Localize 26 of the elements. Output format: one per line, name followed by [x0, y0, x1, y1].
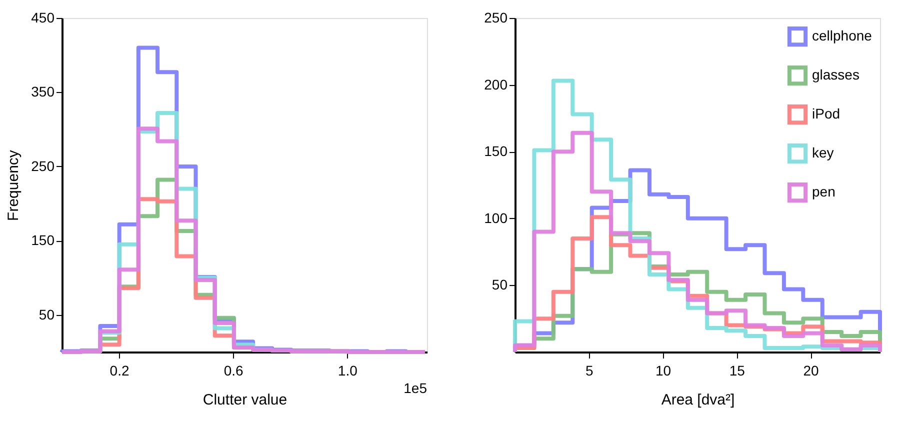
x-tick-label: 0.6 [224, 362, 244, 378]
y-tick-label: 100 [484, 210, 508, 226]
y-tick-label: 200 [484, 76, 508, 92]
legend-label: glasses [812, 66, 860, 82]
legend-label: pen [812, 184, 836, 200]
x-axis-title: Clutter value [202, 392, 288, 408]
x-tick-label: 20 [803, 362, 820, 378]
x-tick-label: 1.0 [338, 362, 358, 378]
y-tick-label: 50 [492, 276, 508, 293]
text: 1e5 [404, 380, 428, 396]
y-tick-label: 350 [31, 84, 55, 100]
legend-label: cellphone [812, 28, 872, 44]
y-tick-label: 450 [31, 10, 55, 26]
x-tick-label: 15 [729, 362, 746, 378]
x-tick-label: 0.2 [110, 362, 130, 378]
x-axis-title: Area [dva²] [661, 392, 735, 408]
x-tick-label: 5 [585, 362, 594, 378]
x-tick-label: 10 [655, 362, 672, 378]
y-tick-label: 150 [484, 143, 508, 160]
y-axis-title: Frequency [5, 150, 22, 221]
y-tick-label: 250 [484, 10, 508, 26]
legend-label: iPod [812, 106, 840, 122]
y-tick-label: 250 [31, 158, 55, 174]
y-tick-label: 50 [38, 306, 55, 322]
y-tick-label: 150 [31, 232, 55, 248]
legend-label: key [812, 144, 834, 160]
